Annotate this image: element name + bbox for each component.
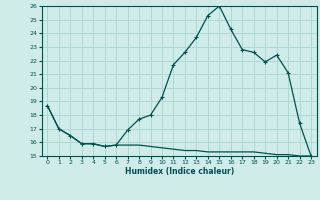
- X-axis label: Humidex (Indice chaleur): Humidex (Indice chaleur): [124, 167, 234, 176]
